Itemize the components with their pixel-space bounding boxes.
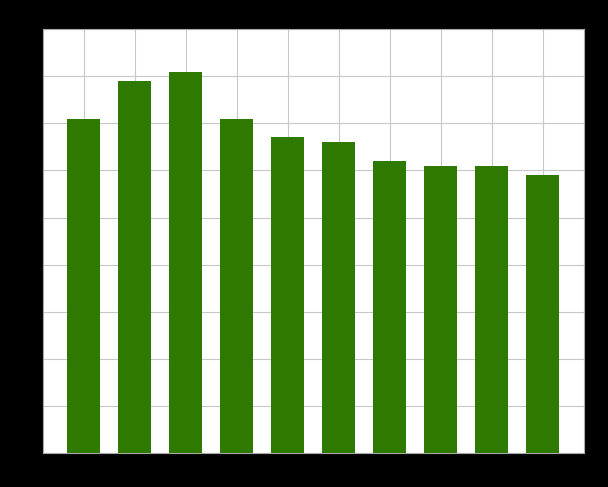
Bar	[526, 175, 559, 453]
Bar	[271, 137, 304, 453]
Bar	[67, 119, 100, 453]
Bar	[118, 81, 151, 453]
Bar	[373, 161, 406, 453]
Bar	[475, 166, 508, 453]
Bar	[220, 119, 253, 453]
Bar	[424, 166, 457, 453]
Bar	[169, 72, 202, 453]
Bar	[322, 142, 355, 453]
